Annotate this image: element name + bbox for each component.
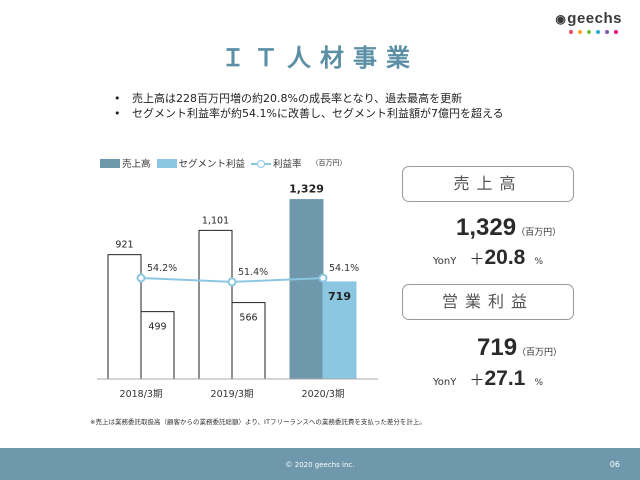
data-label-sales: 921 xyxy=(115,240,133,251)
page-title: ＩＴ人材事業 xyxy=(221,44,419,72)
margin-point xyxy=(227,277,237,287)
margin-point xyxy=(318,273,328,283)
bar-sales xyxy=(107,254,142,380)
margin-point xyxy=(136,273,146,283)
legend-label-margin: 利益率 xyxy=(273,159,302,170)
logo-dot-2 xyxy=(587,30,591,34)
profit-kpi-value-row: 719（百万円） xyxy=(477,334,562,362)
data-label-margin: 54.2% xyxy=(147,263,177,274)
sales-yony-percent: % xyxy=(534,257,543,267)
profit-kpi-unit: （百万円） xyxy=(517,348,563,358)
footnote: ※売上は業務委託取扱高（顧客からの業務委託総額）より、ITフリーランスへの業務委… xyxy=(90,418,426,426)
sales-kpi-value-row: 1,329（百万円） xyxy=(456,214,561,242)
bullet-item: セグメント利益率が約54.1%に改善し、セグメント利益額が7億円を超える xyxy=(112,106,504,121)
profit-yony-percent: % xyxy=(534,378,543,388)
sales-profit-chart: 921 499 2018/3期 1,101 566 2019/3期 1,329 719 2020… xyxy=(97,183,378,400)
sales-yony-sign: ＋ xyxy=(469,250,485,268)
bullet-item: 売上高は228百万円増の約20.8%の成長率となり、過去最高を更新 xyxy=(112,91,504,106)
data-label-margin: 51.4% xyxy=(238,267,268,278)
x-tick-label: 2018/3期 xyxy=(120,389,163,400)
bar-profit xyxy=(322,281,357,380)
legend-label-profit: セグメント利益 xyxy=(178,159,246,170)
legend-unit: （百万円） xyxy=(311,159,347,167)
logo-dot-4 xyxy=(605,30,609,34)
data-label-profit: 499 xyxy=(148,322,166,333)
company-logo: ◉geechs xyxy=(555,10,622,27)
legend-line-margin-icon xyxy=(251,159,272,168)
bar-profit xyxy=(140,311,175,380)
legend-label-sales: 売上高 xyxy=(122,159,151,170)
bar-sales xyxy=(198,229,233,380)
bar-sales xyxy=(289,199,324,380)
bar-profit xyxy=(231,302,266,380)
logo-dot-1 xyxy=(578,30,582,34)
sales-yony-label: YonY xyxy=(433,256,457,267)
profit-yony-label: YonY xyxy=(433,377,457,388)
data-label-sales: 1,329 xyxy=(289,183,324,196)
legend-swatch-profit xyxy=(156,158,177,168)
copyright: © 2020 geechs inc. xyxy=(285,461,355,469)
data-label-profit: 719 xyxy=(328,290,351,303)
sales-kpi-unit: （百万円） xyxy=(516,228,562,238)
logo-dot-3 xyxy=(596,30,600,34)
logo-dot-0 xyxy=(569,30,573,34)
sales-kpi-box: 売上高 xyxy=(402,166,574,202)
profit-kpi-value: 719 xyxy=(477,334,518,361)
profit-kpi-box: 営業利益 xyxy=(402,284,574,320)
chart-legend: 売上高 セグメント利益 利益率 （百万円） xyxy=(100,156,347,170)
sales-yony-growth: 20.8 xyxy=(484,246,526,269)
x-tick-label: 2019/3期 xyxy=(211,389,254,400)
logo-dot-5 xyxy=(614,30,618,34)
logo-text: geechs xyxy=(567,10,622,27)
footer-bar xyxy=(0,448,640,480)
sales-kpi-value: 1,329 xyxy=(456,214,517,241)
x-tick-label: 2020/3期 xyxy=(302,389,345,400)
profit-yony-row: YonY ＋27.1 % xyxy=(433,367,543,391)
summary-bullets: 売上高は228百万円増の約20.8%の成長率となり、過去最高を更新 セグメント利… xyxy=(112,91,504,121)
logo-dots xyxy=(569,30,618,34)
data-label-sales: 1,101 xyxy=(202,215,229,226)
logo-mark-icon: ◉ xyxy=(555,12,567,26)
profit-yony-growth: 27.1 xyxy=(484,367,526,390)
sales-yony-row: YonY ＋20.8 % xyxy=(433,246,543,270)
legend-swatch-sales xyxy=(100,158,120,168)
data-label-margin: 54.1% xyxy=(329,263,359,274)
data-label-profit: 566 xyxy=(239,313,257,324)
page-number: 06 xyxy=(609,460,620,469)
profit-yony-sign: ＋ xyxy=(469,371,485,389)
